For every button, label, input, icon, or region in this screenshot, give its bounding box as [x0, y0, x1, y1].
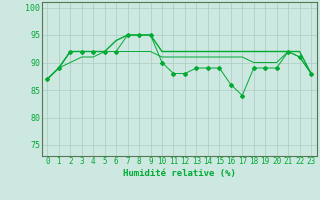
X-axis label: Humidité relative (%): Humidité relative (%) [123, 169, 236, 178]
